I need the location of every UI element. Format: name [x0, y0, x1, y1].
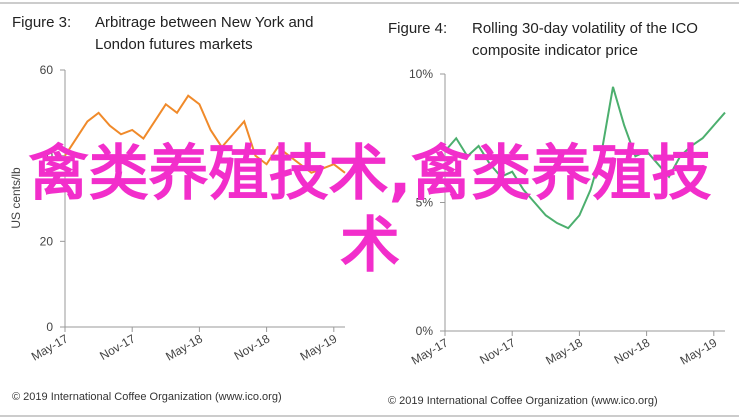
figure-label: Figure 3:: [12, 14, 72, 31]
overlay-text: 禽类养殖技术,禽类养殖技术: [28, 139, 712, 281]
y-axis-label: US cents/lb: [9, 167, 23, 229]
data-line: [444, 86, 726, 230]
y-tick-label: 0%: [416, 324, 434, 338]
chart-title: Arbitrage between New York and London fu…: [95, 14, 314, 53]
y-tick-label: 40: [40, 149, 54, 163]
y-tick-label: 10%: [409, 67, 433, 81]
x-tick-label: Nov-18: [232, 331, 273, 363]
x-tick-label: May-19: [678, 335, 720, 367]
y-tick-label: 0: [46, 320, 53, 334]
y-tick-label: 60: [40, 63, 54, 77]
x-tick-label: May-17: [409, 335, 451, 367]
x-tick-label: Nov-18: [612, 335, 653, 367]
x-tick-label: Nov-17: [477, 335, 518, 367]
chart-title: Rolling 30-day volatility of the ICO com…: [472, 20, 698, 59]
x-tick-label: May-19: [298, 331, 340, 363]
x-tick-label: May-17: [29, 331, 71, 363]
x-tick-label: May-18: [163, 331, 205, 363]
x-tick-label: May-18: [543, 335, 585, 367]
y-tick-label: 5%: [416, 196, 434, 210]
x-tick-label: Nov-17: [97, 331, 138, 363]
y-tick-label: 20: [40, 234, 54, 248]
source: © 2019 International Coffee Organization…: [388, 395, 658, 407]
figure-label: Figure 4:: [388, 20, 448, 37]
source: © 2019 International Coffee Organization…: [12, 391, 282, 403]
data-line: [64, 94, 346, 174]
